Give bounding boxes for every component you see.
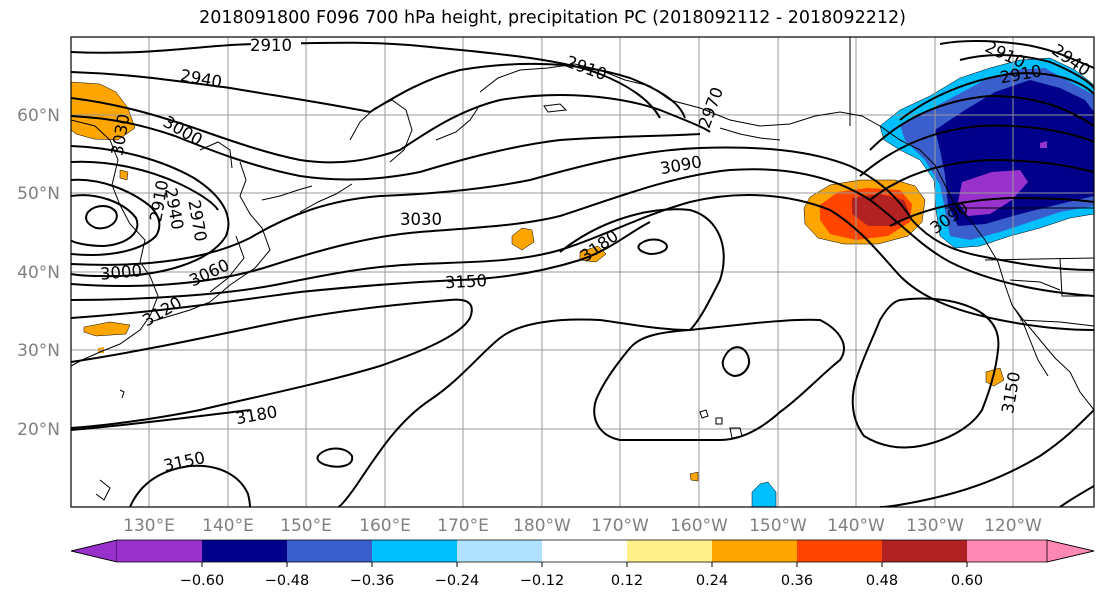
lon-label: 150°E [280,516,332,536]
precipitation-shading [71,57,1094,507]
colorbar-swatch [542,540,627,562]
lat-label: 30°N [17,341,60,361]
lon-label: 180°W [513,516,571,536]
colorbar-swatch [712,540,797,562]
colorbar-tick-label: 0.36 [781,573,813,589]
coastlines [71,37,1094,501]
longitude-labels: 130°E 140°E 150°E 160°E 170°E 180°W 170°… [123,516,1042,536]
colorbar-swatch [797,540,882,562]
colorbar-swatch [627,540,712,562]
contour-label: 2910 [250,36,292,55]
map-title: 2018091800 F096 700 hPa height, precipit… [199,8,906,28]
colorbar-tick-label: −0.12 [520,573,564,589]
colorbar-swatch [372,540,457,562]
lon-label: 140°W [827,516,885,536]
colorbar-tick-label: −0.48 [265,573,309,589]
colorbar-tick-label: 0.60 [951,573,983,589]
colorbar: −0.60 −0.48 −0.36 −0.24 −0.12 0.12 0.24 … [70,539,1095,589]
colorbar-tick-label: 0.48 [866,573,898,589]
colorbar-swatch [117,540,202,562]
lon-label: 160°E [359,516,411,536]
contour-label: 3000 [99,261,142,284]
contour-label: 3150 [445,271,488,292]
lat-label: 20°N [17,420,60,440]
lon-label: 150°W [749,516,807,536]
colorbar-swatch [202,540,287,562]
lon-label: 160°W [670,516,728,536]
colorbar-swatch [287,540,372,562]
lon-label: 140°E [202,516,254,536]
colorbar-swatch [882,540,967,562]
lon-label: 130°W [906,516,964,536]
contour-label: 3030 [400,210,442,229]
lat-label: 50°N [17,184,60,204]
colorbar-extend-max [1046,539,1095,563]
lon-label: 170°E [437,516,489,536]
lon-label: 130°E [123,516,175,536]
colorbar-swatch [967,540,1047,562]
colorbar-tick-label: 0.12 [611,573,643,589]
map-frame [70,36,1095,508]
colorbar-tick-label: −0.24 [435,573,479,589]
colorbar-tick-label: −0.36 [350,573,394,589]
colorbar-swatch [457,540,542,562]
colorbar-outline [70,539,1095,563]
colorbar-tick-label: 0.24 [696,573,728,589]
height-contours [71,40,1094,507]
colorbar-extend-min [70,539,118,563]
latitude-labels: 60°N 50°N 40°N 30°N 20°N [17,106,60,440]
lat-label: 40°N [17,263,60,283]
colorbar-tick-label: −0.60 [180,573,224,589]
lat-label: 60°N [17,106,60,126]
lon-label: 120°W [984,516,1042,536]
lon-label: 170°W [591,516,649,536]
